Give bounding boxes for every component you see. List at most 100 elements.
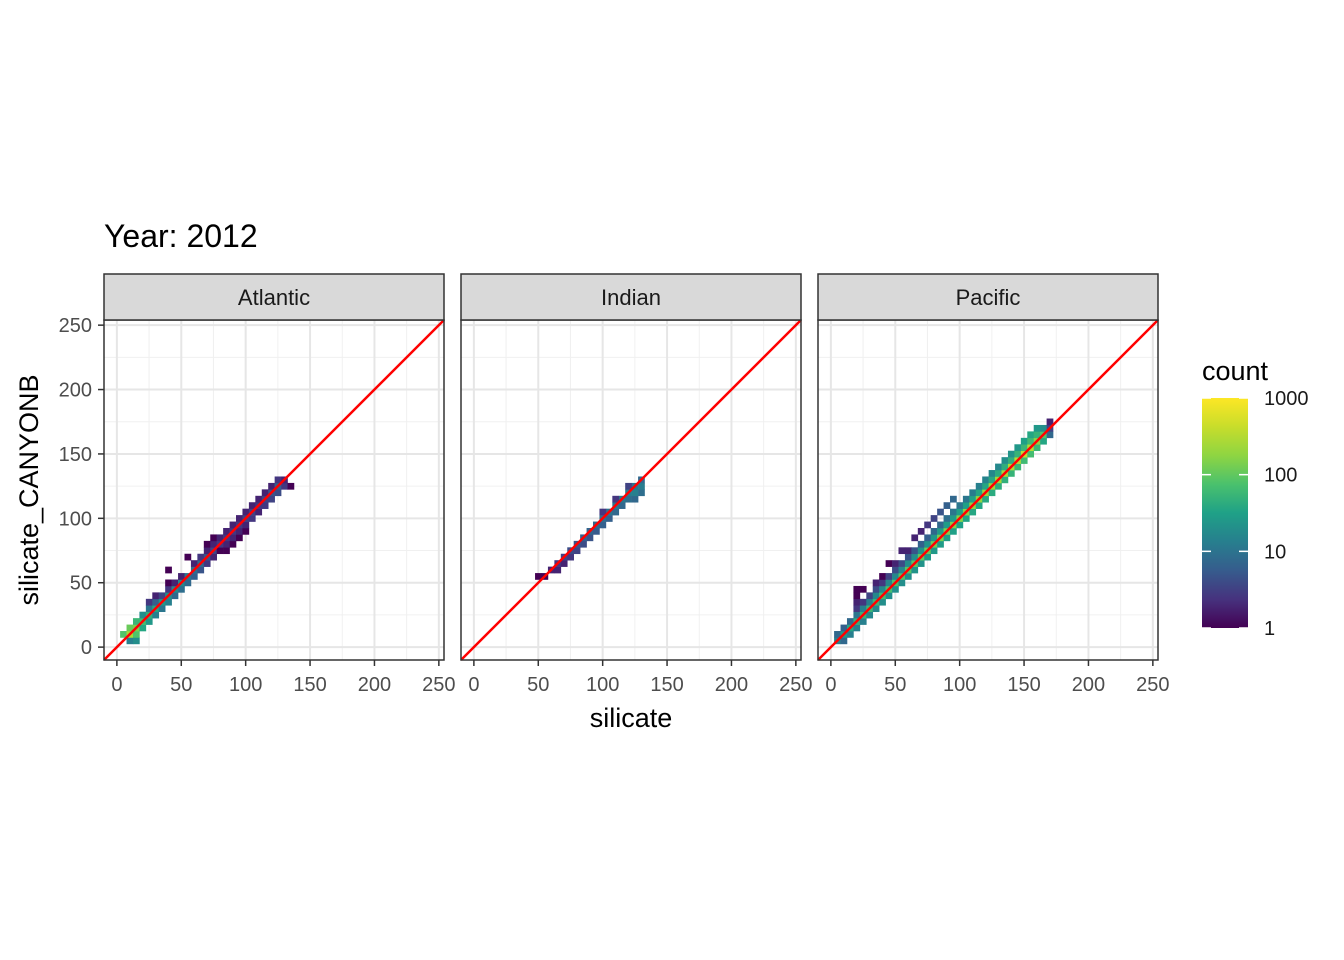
facet-strip-label: Indian [601,285,661,310]
bin-cell [943,521,951,529]
bin-cell [210,534,217,542]
bin-cell [287,482,295,490]
bin-cell [1020,444,1028,452]
x-tick-label: 150 [1007,674,1040,696]
bin-cell [236,527,243,535]
bin-cell [1027,437,1035,445]
bin-cell [165,566,172,574]
bin-cell [950,527,957,535]
bin-cell [242,521,250,529]
bin-cell [982,495,989,503]
bin-cell [879,579,886,587]
facet-panel-pacific: Pacific 0 50 100 150 200 250 [817,273,1170,696]
bin-cell [229,521,237,529]
bin-cell [911,553,919,561]
bin-cell [178,573,185,580]
bin-cell [612,508,620,516]
bin-cell [930,515,938,522]
x-tick-label: 50 [884,674,906,696]
bin-cell [911,534,919,542]
bin-cell [924,553,931,561]
bin-cell [937,540,944,548]
bin-cell [612,495,620,503]
bin-cell [1033,444,1041,452]
bin-cell [567,553,574,561]
bin-cell [268,482,275,490]
bin-cell [943,515,951,522]
y-tick-label: 200 [59,380,92,402]
identity-line [103,319,445,661]
bin-cell [937,527,944,535]
colorbar [1202,398,1248,628]
bin-cell [1027,431,1035,439]
bin-cell [898,566,906,574]
bin-cell [853,598,861,606]
bin-cell [638,482,645,490]
bin-cell [969,508,977,516]
bin-cell [917,540,925,548]
bin-cell [975,482,983,490]
bin-cell [268,495,275,503]
bin-cell [975,489,983,497]
bin-cell [255,495,263,503]
x-tick-label: 100 [943,674,976,696]
bin-cell [560,560,568,567]
bin-cell [988,489,996,497]
bin-cell [171,592,179,600]
bin-cell [586,534,594,542]
bin-cell [924,540,931,548]
bin-cell [885,592,893,600]
facet-panel-indian: Indian 0 50 100 150 200 250 [460,273,813,696]
bin-cell [859,618,867,625]
bin-cell [1033,424,1041,432]
bin-cell [911,547,919,555]
bin-cell [872,592,880,600]
bin-cell [197,553,205,561]
bin-cell [1046,418,1054,426]
y-axis-title: silicate_CANYONB [14,374,44,605]
x-tick-label: 50 [527,674,549,696]
chart-title: Year: 2012 [104,218,258,254]
bin-cell [846,618,854,625]
bin-cell [866,598,874,606]
legend-label: 10 [1264,541,1286,563]
bin-cell [165,585,172,593]
bin-cell [885,579,893,587]
bin-cell [554,566,562,574]
bin-cell [1040,424,1047,432]
bin-cell [950,495,957,503]
bin-cell [982,482,989,490]
bin-cell [638,489,645,497]
bin-cell [995,470,1002,477]
bin-cell [859,598,867,606]
bin-cell [281,482,288,490]
bin-cell [274,489,282,497]
bin-cell [969,489,977,497]
bin-cell [866,611,874,619]
bin-cell [950,515,957,522]
bin-cell [885,573,893,580]
bin-cell [261,489,269,497]
bin-cell [853,611,861,619]
x-tick-label: 200 [358,674,391,696]
bin-cell [223,547,230,555]
bin-cell [879,598,886,606]
bin-cell [988,470,996,477]
bin-cell [930,527,938,535]
bin-cell [216,547,224,555]
x-tick-label: 100 [586,674,619,696]
bin-cell [853,585,861,593]
bin-cell [210,540,217,548]
bin-cell [236,515,243,522]
y-tick-label: 100 [59,508,92,530]
y-tick-label: 250 [59,315,92,337]
bin-cell [982,476,989,484]
bin-cell [139,611,147,619]
bin-cell [152,598,160,606]
bin-cell [158,592,166,600]
bin-cell [924,521,931,529]
bin-cell [898,579,906,587]
bin-cell [904,560,912,567]
